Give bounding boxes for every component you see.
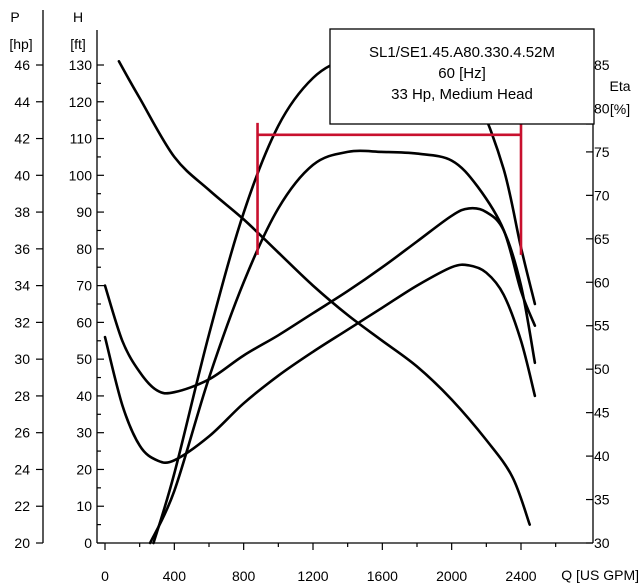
title-line-3: 33 Hp, Medium Head	[391, 86, 533, 103]
h-tick-label: 60	[76, 314, 92, 330]
eta-axis-label: Eta	[609, 78, 630, 94]
x-tick-label: 400	[163, 568, 187, 584]
x-axis-label: Q [US GPM]	[561, 567, 639, 583]
eta-tick-label: 65	[594, 231, 610, 247]
p-tick-label: 34	[14, 278, 30, 294]
h-tick-label: 40	[76, 388, 92, 404]
title-box: SL1/SE1.45.A80.330.4.52M 60 [Hz] 33 Hp, …	[329, 28, 595, 125]
h-tick-label: 130	[69, 57, 93, 73]
eta-tick-label: 85	[594, 57, 610, 73]
axis-layer: P [hp] H [ft] Eta [%] Q [US GPM] 0 10 20 30 40 50 60 7…	[9, 9, 639, 584]
h-tick-label: 50	[76, 351, 92, 367]
h-tick-label: 70	[76, 278, 92, 294]
eta-tick-label: 45	[594, 405, 610, 421]
eta-tick-label: 70	[594, 187, 610, 203]
title-box-frame	[329, 28, 595, 125]
h-tick-label: 120	[69, 94, 93, 110]
h-tick-label: 0	[84, 535, 92, 551]
p-tick-label: 24	[14, 461, 30, 477]
x-tick-label: 0	[101, 568, 109, 584]
x-tick-label: 1600	[367, 568, 398, 584]
p-tick-label: 42	[14, 131, 30, 147]
p-tick-label: 30	[14, 351, 30, 367]
h-tick-label: 80	[76, 241, 92, 257]
p-tick-label: 20	[14, 535, 30, 551]
h-tick-label: 20	[76, 461, 92, 477]
title-line-1: SL1/SE1.45.A80.330.4.52M	[369, 44, 555, 61]
efficiency-curve-2	[148, 149, 537, 545]
eta-axis-unit: [%]	[610, 101, 630, 117]
title-line-2: 60 [Hz]	[438, 65, 486, 82]
p-tick-label: 26	[14, 425, 30, 441]
x-tick-label: 1200	[297, 568, 328, 584]
x-tick-label: 2000	[436, 568, 467, 584]
eta-tick-label: 35	[594, 492, 610, 508]
eta-tick-label: 55	[594, 318, 610, 334]
x-tick-label: 2400	[505, 568, 536, 584]
range-marker-layer	[256, 122, 523, 255]
h-axis-unit: [ft]	[70, 36, 86, 52]
eta-tick-label: 40	[594, 448, 610, 464]
head-curve	[117, 60, 531, 526]
p-axis-label: P	[10, 9, 19, 25]
p-tick-label: 28	[14, 388, 30, 404]
h-tick-label: 100	[69, 167, 93, 183]
power-curve-2	[103, 263, 537, 464]
p-tick-label: 22	[14, 498, 30, 514]
h-tick-label: 110	[70, 131, 93, 147]
eta-tick-label: 75	[594, 144, 610, 160]
power-curve-1	[103, 206, 537, 395]
eta-tick-label: 60	[594, 274, 610, 290]
h-axis-label: H	[73, 9, 83, 25]
efficiency-curve-1	[152, 55, 537, 545]
p-tick-label: 44	[14, 94, 30, 110]
p-tick-label: 38	[14, 204, 30, 220]
p-tick-label: 46	[14, 57, 30, 73]
eta-tick-label: 50	[594, 361, 610, 377]
curve-layer	[103, 55, 537, 545]
h-tick-label: 30	[76, 425, 92, 441]
eta-tick-label: 30	[594, 535, 610, 551]
p-axis-unit: [hp]	[9, 36, 32, 52]
p-tick-label: 36	[14, 241, 30, 257]
p-tick-label: 40	[14, 167, 30, 183]
eta-tick-label: 80	[594, 100, 610, 116]
h-tick-label: 90	[76, 204, 92, 220]
x-tick-label: 800	[232, 568, 256, 584]
h-tick-label: 10	[76, 498, 92, 514]
p-tick-label: 32	[14, 314, 30, 330]
